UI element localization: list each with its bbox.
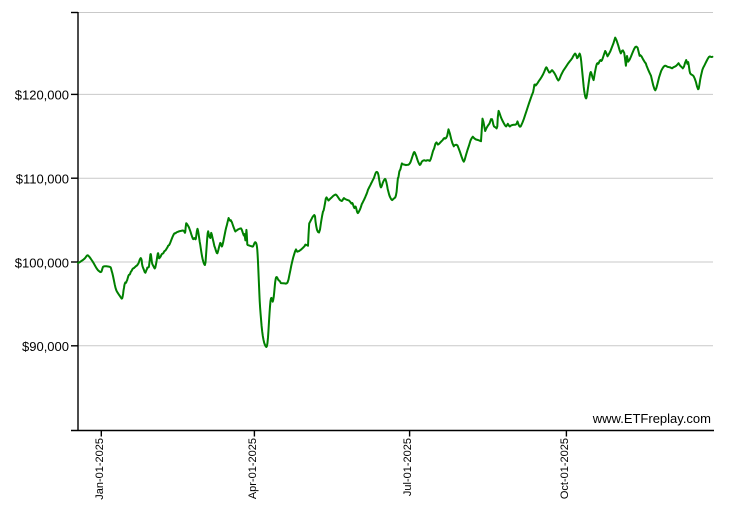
- svg-text:Oct-01-2025: Oct-01-2025: [559, 438, 571, 499]
- svg-text:Jan-01-2025: Jan-01-2025: [94, 438, 106, 500]
- svg-text:$110,000: $110,000: [16, 172, 69, 187]
- svg-text:www.ETFreplay.com: www.ETFreplay.com: [592, 411, 711, 426]
- svg-text:$120,000: $120,000: [15, 88, 69, 103]
- svg-text:$90,000: $90,000: [22, 339, 69, 354]
- svg-text:Apr-01-2025: Apr-01-2025: [247, 438, 259, 499]
- svg-text:Jul-01-2025: Jul-01-2025: [402, 438, 414, 496]
- svg-text:$100,000: $100,000: [15, 255, 69, 270]
